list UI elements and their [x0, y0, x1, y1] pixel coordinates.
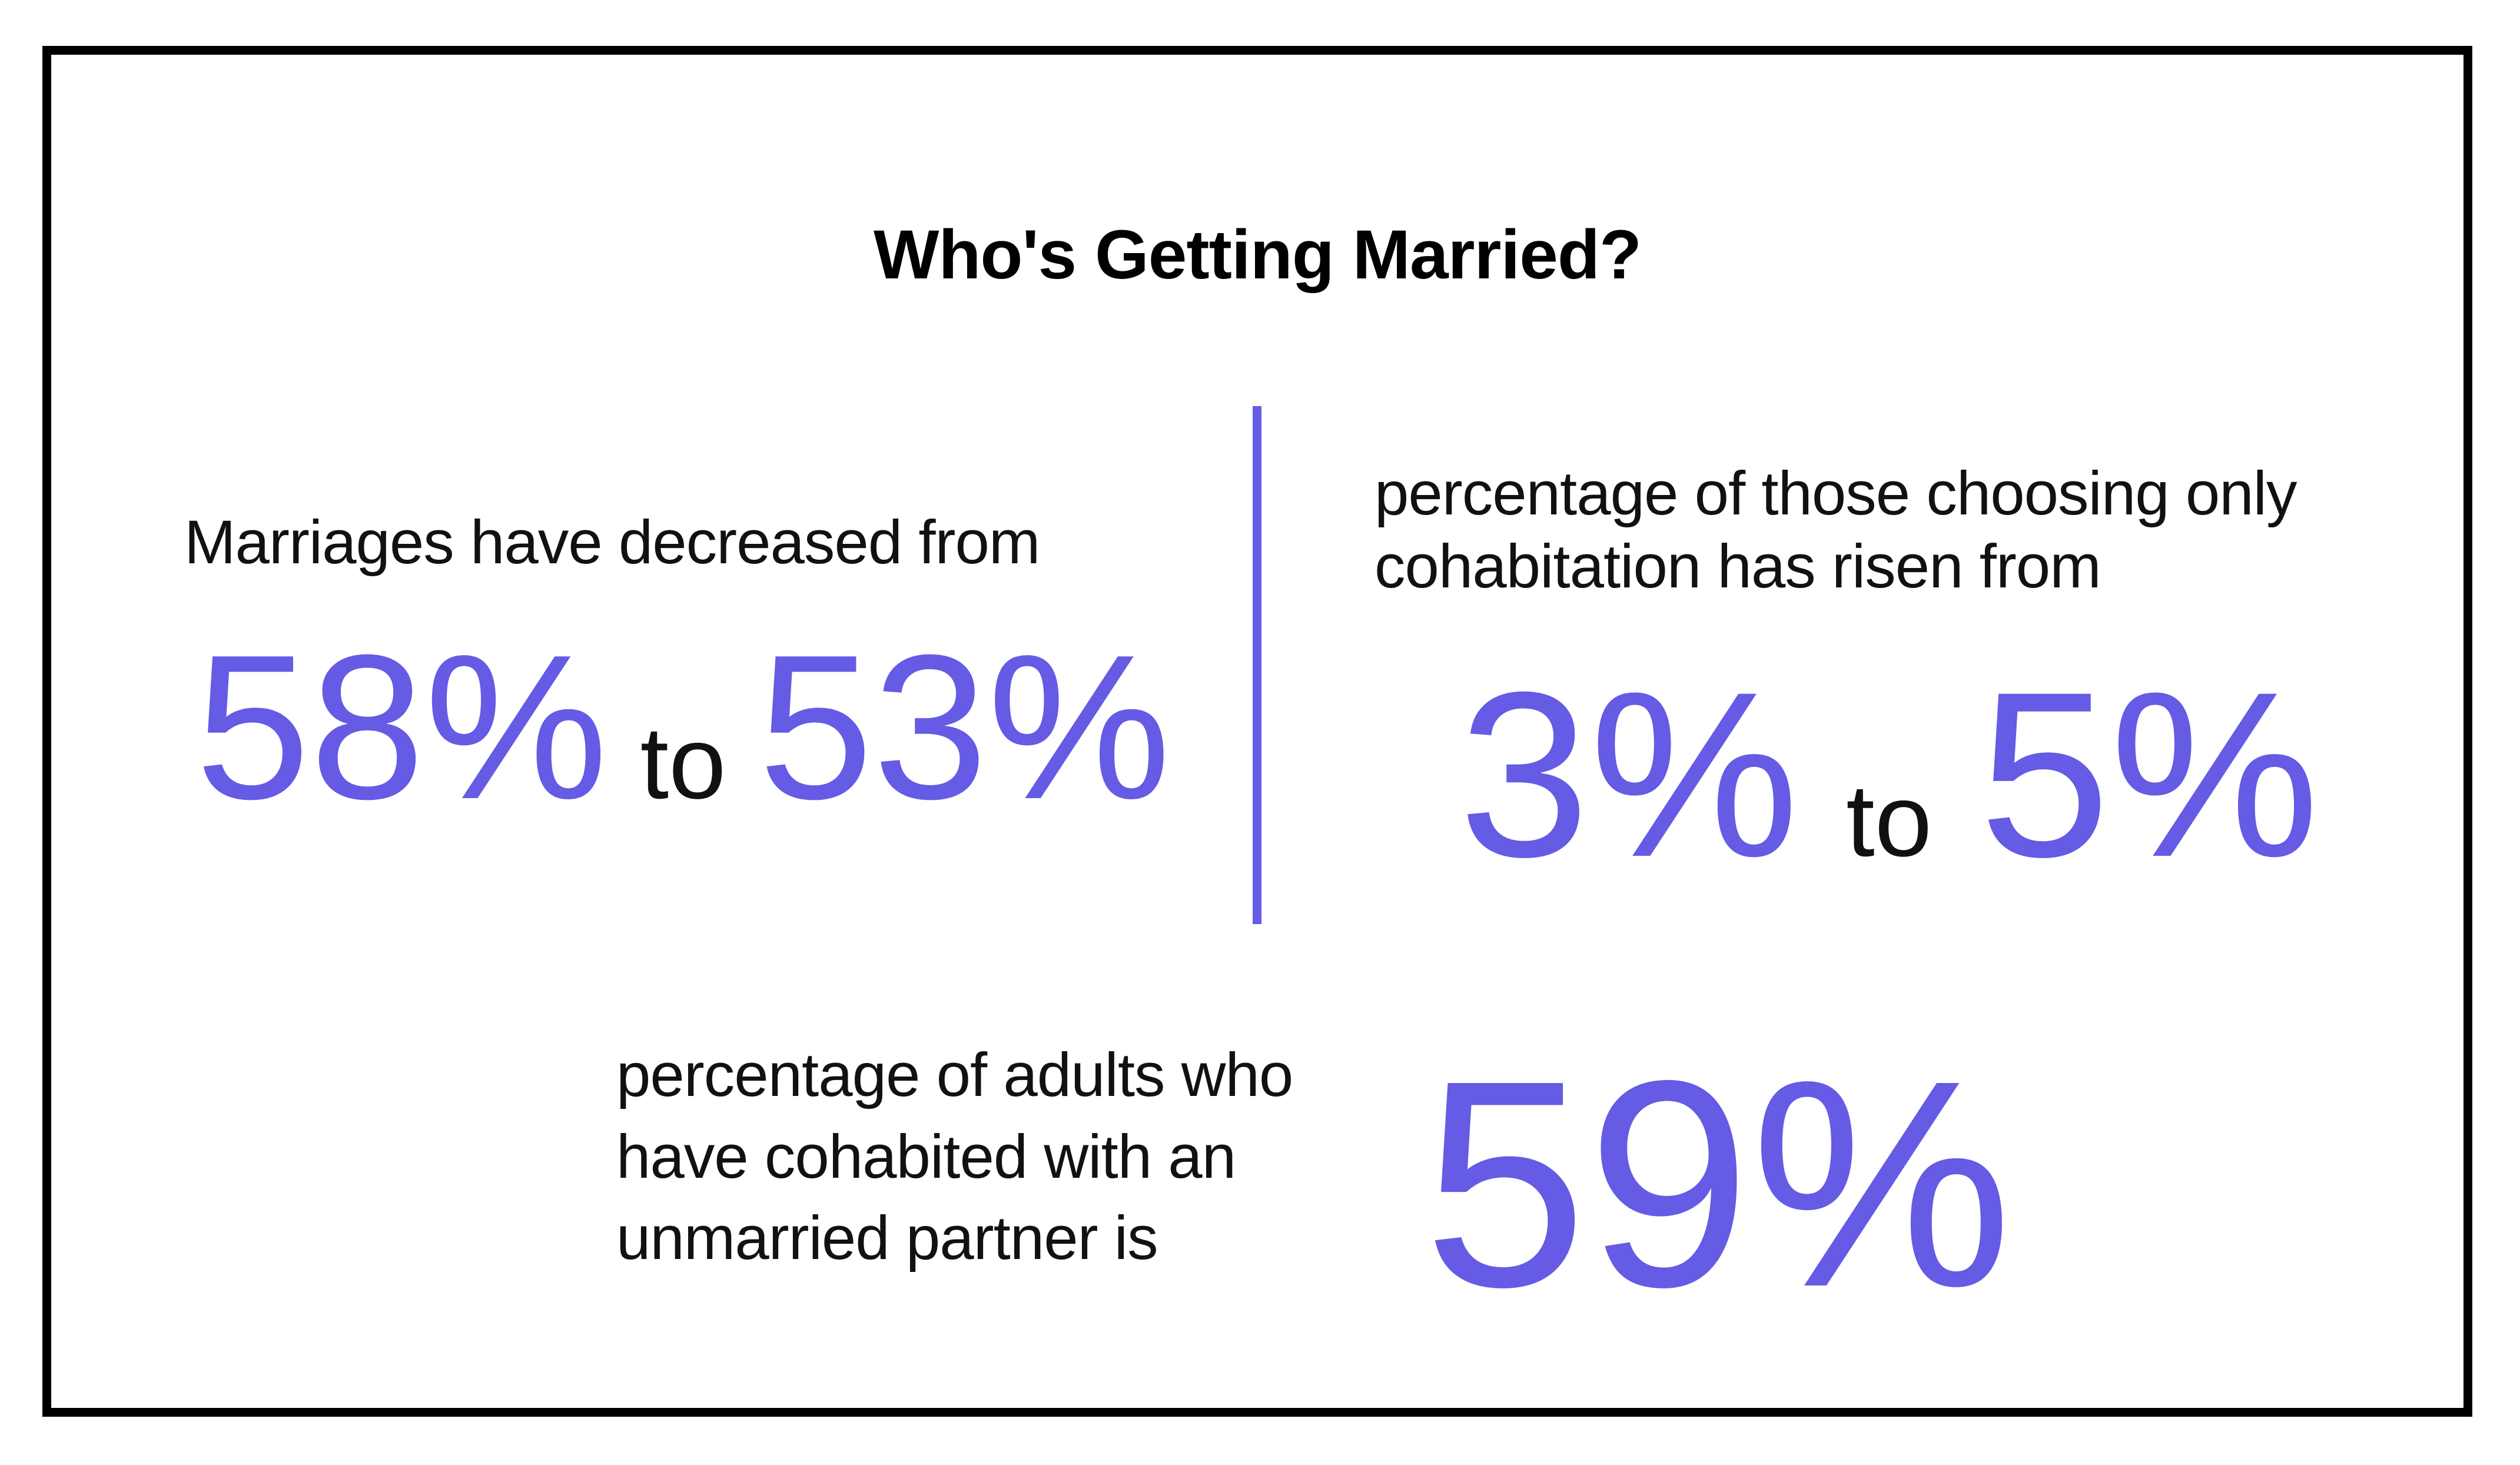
cohabitation-stat-caption: percentage of those choosing only cohabi…: [1374, 457, 2297, 603]
marriage-from-value: 58%: [195, 612, 608, 842]
cohabited-stat-caption: percentage of adults who have cohabited …: [616, 1035, 1293, 1280]
vertical-divider: [1253, 406, 1261, 924]
marriage-to-value: 53%: [758, 612, 1171, 842]
marriage-connector: to: [640, 706, 726, 820]
marriage-stat-values: 58% to 53%: [195, 624, 1171, 831]
cohabited-value: 59%: [1423, 1019, 2013, 1348]
cohabitation-from-value: 3%: [1459, 643, 1799, 906]
cohabitation-to-value: 5%: [1979, 643, 2320, 906]
cohabited-caption-line1: percentage of adults who: [616, 1041, 1293, 1109]
cohabited-caption-line2: have cohabited with an: [616, 1122, 1236, 1191]
infographic-title: Who's Getting Married?: [873, 216, 1642, 294]
cohabitation-stat-values: 3% to 5%: [1459, 657, 2319, 892]
marriage-stat-caption: Marriages have decreased from: [184, 508, 1040, 577]
cohabitation-caption-line1: percentage of those choosing only: [1374, 459, 2297, 528]
cohabitation-connector: to: [1846, 763, 1933, 878]
cohabited-caption-line3: unmarried partner is: [616, 1204, 1158, 1273]
cohabitation-caption-line2: cohabitation has risen from: [1374, 531, 2101, 601]
infographic-frame: Who's Getting Married? Marriages have de…: [42, 46, 2472, 1417]
